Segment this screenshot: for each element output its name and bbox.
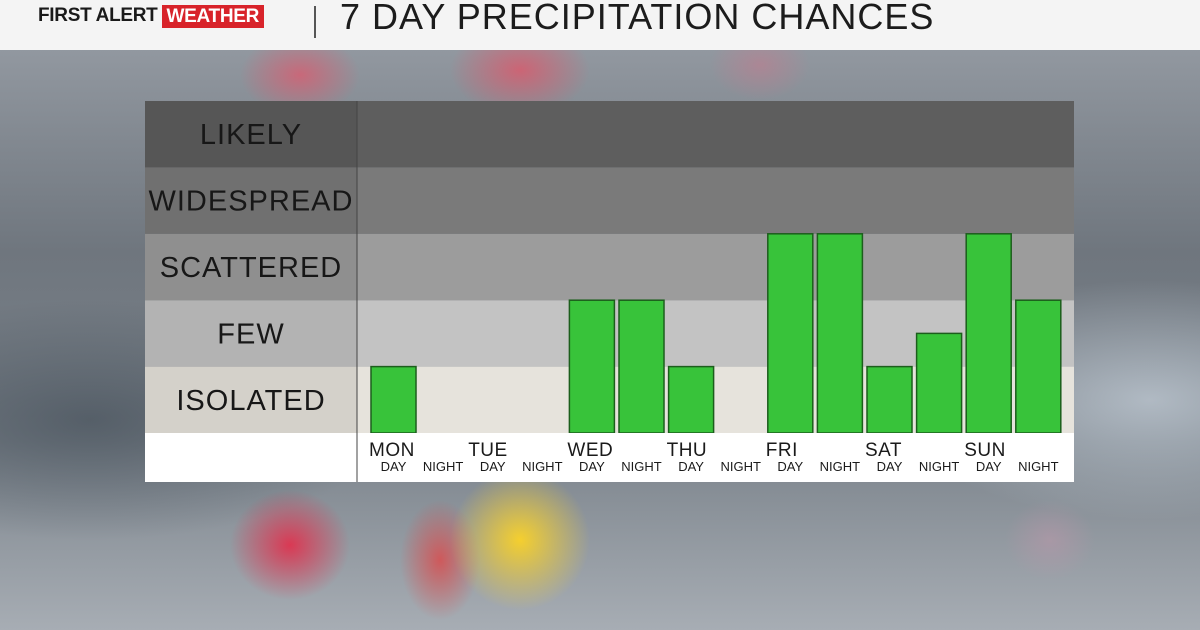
bar-wed-day <box>568 299 616 434</box>
period-label: DAY <box>381 459 407 474</box>
logo-weather: WEATHER <box>161 4 265 28</box>
day-label-thu: THU <box>667 440 708 461</box>
period-label: DAY <box>777 459 803 474</box>
header-divider <box>314 6 316 38</box>
bar-sun-day <box>965 233 1012 434</box>
bar-sat-day <box>866 365 913 434</box>
page-title: 7 DAY PRECIPITATION CHANCES <box>340 0 935 37</box>
bar-fri-night <box>816 233 864 434</box>
period-label: DAY <box>877 459 903 474</box>
day-label-sun: SUN <box>964 440 1006 461</box>
bar-sun-night <box>1015 299 1062 434</box>
period-label: NIGHT <box>522 459 563 474</box>
level-label-likely: LIKELY <box>200 119 302 151</box>
level-label-scattered: SCATTERED <box>160 252 342 284</box>
day-label-fri: FRI <box>766 440 798 461</box>
day-label-mon: MON <box>369 440 415 461</box>
precip-chart: ISOLATED FEW SCATTERED WIDESPREAD LIKELY DAY… <box>145 101 1074 482</box>
period-label: NIGHT <box>621 459 662 474</box>
x-axis-strip <box>145 433 1074 482</box>
bar-thu-day <box>667 365 715 434</box>
band-widespread <box>145 167 1074 234</box>
period-label: NIGHT <box>1018 459 1059 474</box>
period-label: NIGHT <box>423 459 464 474</box>
bar-fri-day <box>767 233 814 434</box>
level-label-isolated: ISOLATED <box>176 385 325 417</box>
header-bar: FIRST ALERT WEATHER 7 DAY PRECIPITATION … <box>0 0 1200 50</box>
logo-first-alert: FIRST ALERT <box>38 5 158 26</box>
station-logo: FIRST ALERT WEATHER <box>38 4 265 28</box>
day-label-sat: SAT <box>865 440 902 461</box>
period-label: NIGHT <box>820 459 861 474</box>
period-label: NIGHT <box>720 459 761 474</box>
period-label: DAY <box>579 459 605 474</box>
band-scattered <box>145 233 1074 301</box>
bar-wed-night <box>618 299 665 434</box>
level-label-column <box>145 101 357 433</box>
bar-mon-day <box>370 365 417 434</box>
day-label-wed: WED <box>567 440 613 461</box>
period-label: DAY <box>678 459 704 474</box>
level-label-few: FEW <box>217 318 284 350</box>
period-label: DAY <box>480 459 506 474</box>
day-label-tue: TUE <box>468 440 508 461</box>
period-label: DAY <box>976 459 1002 474</box>
period-label: NIGHT <box>919 459 960 474</box>
bar-sat-night <box>915 332 963 434</box>
level-label-widespread: WIDESPREAD <box>149 186 354 218</box>
band-likely <box>145 101 1074 168</box>
